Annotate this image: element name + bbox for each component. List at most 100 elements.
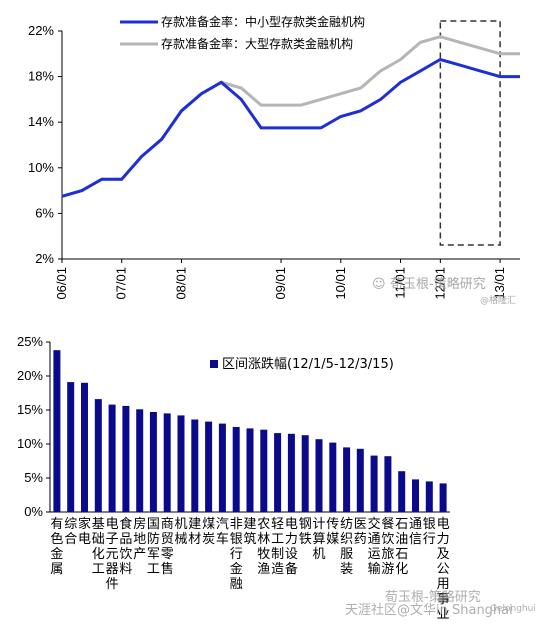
bar-category-label: 食品饮料	[119, 516, 132, 577]
bar-category-label: 传媒	[326, 517, 339, 547]
bar-category-label: 轻工制造	[271, 517, 284, 577]
series-line-small-banks	[61, 57, 520, 198]
bar	[343, 447, 351, 512]
legend-label-large-banks: 存款准备金率：大型存款类金融机构	[161, 36, 353, 51]
bar	[301, 435, 309, 512]
bar	[205, 421, 213, 512]
highlight-window-box	[439, 20, 501, 246]
watermark-top-sub: @格隆汇	[480, 294, 516, 306]
line-chart-axes	[58, 30, 520, 263]
bar-category-label: 计算机	[312, 517, 325, 562]
bar	[122, 405, 130, 512]
bar	[412, 479, 419, 512]
line-chart-legend: 存款准备金率：中小型存款类金融机构 存款准备金率：大型存款类金融机构	[120, 14, 365, 51]
bar	[177, 415, 185, 512]
bar	[315, 439, 323, 512]
bar-category-label: 银行	[423, 517, 436, 547]
bar-category-label: 石油石化	[395, 517, 408, 577]
bar-category-label: 电力设备	[285, 517, 298, 577]
bar	[384, 456, 392, 512]
line-chart-y-tick-label: 6%	[35, 205, 54, 220]
bar	[370, 455, 378, 512]
line-chart-x-tick-label: 11/01	[393, 267, 408, 299]
watermark-top-brand: 荀玉根-策略研究	[390, 276, 486, 292]
line-chart-x-tick-label: 12/01	[432, 267, 447, 300]
bar-category-label: 交通运输	[368, 516, 381, 577]
line-chart-series	[61, 35, 520, 198]
line-chart-x-tick-label: 07/01	[114, 267, 129, 300]
bar-category-label: 商贸零售	[161, 517, 174, 577]
bar-category-label: 非银行金融	[230, 517, 243, 592]
bar	[108, 404, 116, 512]
bar-chart-bars	[53, 350, 447, 512]
watermark-bottom-brand: 荀玉根-策略研究	[385, 589, 481, 605]
bar-category-label: 通信	[409, 517, 422, 547]
bar-category-label: 房地产	[133, 516, 146, 562]
line-chart-x-tick-label: 09/01	[273, 267, 288, 300]
bar-category-label: 汽车	[216, 517, 229, 547]
bar-category-label: 医药	[354, 517, 367, 547]
bar-chart-y-tick-label: 15%	[17, 402, 43, 417]
sector-return-bar-chart: 0% 5% 10% 15% 20% 25% 有色金属综合家电基础化工电子元器件食品饮料房地…	[17, 334, 536, 622]
bar-category-label: 煤炭	[202, 517, 215, 547]
bar	[274, 433, 282, 512]
bar-category-label: 电子元器件	[106, 517, 119, 592]
bar-chart-y-tick-label: 0%	[24, 504, 43, 519]
bar-chart-legend: 区间涨跌幅(12/1/5-12/3/15)	[210, 356, 394, 372]
bar	[163, 413, 171, 512]
line-chart-x-tick-label: 10/01	[333, 267, 348, 300]
legend-label-return: 区间涨跌幅(12/1/5-12/3/15)	[222, 356, 394, 372]
line-chart-x-tick-label: 08/01	[173, 267, 188, 300]
line-chart-y-tick-label: 18%	[28, 69, 54, 84]
bar	[356, 448, 364, 512]
bar	[232, 427, 240, 512]
watermark-bottom-sub: Gelonghui	[490, 604, 536, 614]
bar	[53, 350, 61, 512]
bar	[329, 442, 337, 512]
line-chart-y-tick-label: 14%	[28, 114, 54, 129]
bar-category-label: 机械	[174, 517, 187, 547]
reserve-ratio-line-chart: 2% 6% 10% 14% 18% 22% 06/01 07/01 08/01 09/01 10/0…	[28, 14, 520, 306]
bar-category-label: 农林牧渔	[257, 517, 270, 577]
bar	[94, 399, 102, 512]
bar-chart-y-tick-label: 5%	[24, 470, 43, 485]
legend-swatch-return	[210, 360, 218, 368]
bar-chart-y-tick-label: 20%	[17, 368, 43, 383]
bar	[191, 419, 199, 512]
watermark-top-icon: ☺	[372, 277, 386, 292]
line-chart-x-tick-label: 06/01	[54, 267, 69, 300]
series-line-large-banks	[61, 35, 520, 198]
bar-chart-y-tick-label: 10%	[17, 436, 43, 451]
bar-category-label: 餐饮旅游	[381, 516, 394, 577]
bar-category-label: 综合	[64, 517, 77, 547]
bar	[439, 483, 447, 512]
bar	[398, 471, 406, 512]
bar-category-label: 电力及公用事业	[437, 517, 450, 622]
bar-category-label: 建材	[188, 517, 201, 547]
bar-category-label: 家电	[78, 516, 91, 547]
line-chart-y-tick-label: 2%	[35, 251, 54, 266]
bar	[136, 409, 144, 512]
bar	[287, 433, 295, 512]
line-chart-y-tick-label: 22%	[28, 23, 54, 38]
bar	[67, 382, 75, 512]
bar-chart-y-tick-label: 25%	[17, 334, 43, 349]
line-chart-y-tick-label: 10%	[28, 160, 54, 175]
bar	[81, 382, 88, 512]
bottom-watermark: 荀玉根-策略研究 天涯社区@文华in Shanghai Gelonghui	[345, 589, 536, 618]
bar-category-label: 钢铁	[299, 517, 312, 547]
bar-chart-category-labels: 有色金属综合家电基础化工电子元器件食品饮料房地产国防军工商贸零售机械建材煤炭汽车…	[50, 516, 449, 622]
bar	[260, 429, 268, 512]
watermark-bottom-site: 天涯社区@文华in Shanghai	[345, 602, 513, 618]
bar	[218, 423, 226, 512]
bar	[246, 428, 254, 512]
bar-category-label: 基础化工	[92, 517, 105, 577]
top-watermark: ☺ 荀玉根-策略研究 @格隆汇	[372, 276, 516, 306]
bar-category-label: 建筑	[243, 517, 256, 547]
line-chart-tick-labels: 2% 6% 10% 14% 18% 22% 06/01 07/01 08/01 09/01 10/0…	[28, 23, 507, 300]
bar-category-label: 有色金属	[50, 517, 63, 577]
bar-category-label: 国防军工	[147, 517, 160, 577]
bar-chart-tick-labels: 0% 5% 10% 15% 20% 25%	[17, 334, 43, 519]
legend-label-small-banks: 存款准备金率：中小型存款类金融机构	[161, 14, 365, 29]
